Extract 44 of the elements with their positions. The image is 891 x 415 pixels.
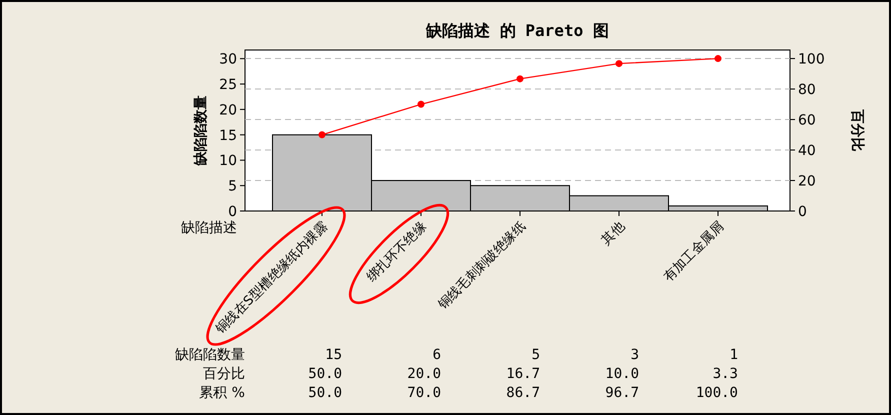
text: 16.7 [506,366,540,382]
y2-axis-title: 百分比 [849,108,865,152]
data-label: 15 [325,347,342,363]
x-tick-label: 有加工金属屑 [661,219,727,285]
x-tick-label: 绑扎环不绝缘 [364,219,430,285]
data-label: 1 [730,347,738,363]
point [714,55,722,62]
data-label: 3 [630,347,639,363]
chart-title: 缺陷描述 的 Pareto 图 [425,21,609,40]
y2-tick-label: 20 [798,174,816,190]
y-tick-label: 30 [219,52,237,68]
y2-tick-label: 40 [798,143,816,160]
text: 百分比 [203,366,245,382]
point [318,131,326,138]
text: 累积 % [199,385,245,401]
y2-tick-label: 80 [798,82,816,98]
text: 20.0 [407,366,441,382]
text: 3.3 [712,366,738,382]
point [616,60,622,68]
y-tick-label: 20 [219,102,237,118]
x-tick-label: 铜线毛刺刺破绝缘纸 [434,219,529,314]
y-tick-label: 0 [228,204,237,220]
data-label: 86.7 [506,385,540,401]
data-label: 50.0 [308,385,342,401]
x-tick-label: 其他 [598,219,628,248]
text: 10.0 [605,366,639,382]
data-label: 100.0 [696,385,738,401]
y-tick-label: 5 [228,178,237,195]
x-axis-title: 缺陷描述 [181,220,237,236]
y2-tick-label: 100 [798,52,825,68]
y-axis-title: 缺陷陷数量 [193,96,209,166]
data-label: 6 [432,347,441,363]
text: 缺陷陷数量 [175,347,245,363]
y-tick-label: 25 [219,77,237,94]
y-tick-label: 10 [219,153,237,170]
y2-tick-label: 0 [798,204,807,220]
y-tick-label: 15 [219,128,237,144]
data-label: 96.7 [605,385,639,401]
point [516,75,524,82]
data-label: 70.0 [407,385,441,401]
point [418,100,424,108]
y2-tick-label: 60 [798,112,816,129]
text: 50.0 [308,366,342,382]
data-label: 5 [532,347,540,363]
